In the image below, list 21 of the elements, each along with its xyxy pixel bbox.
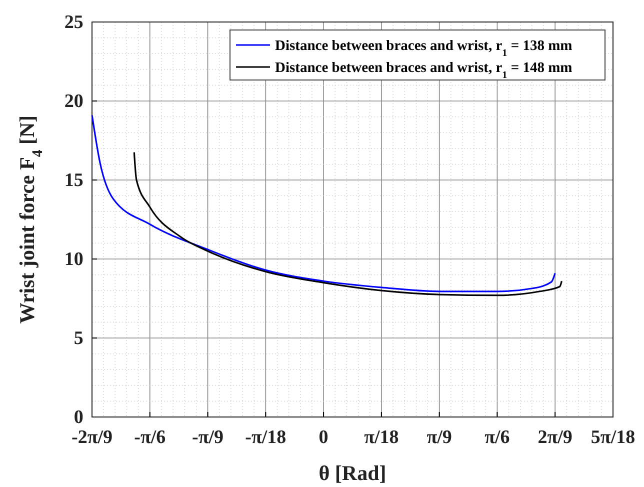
x-tick-label: π/18 xyxy=(364,426,399,448)
y-tick-label: 15 xyxy=(64,170,84,192)
legend-label: Distance between braces and wrist, r$_{1}$ = 138 mm xyxy=(275,38,572,58)
legend-label: Distance between braces and wrist, r$_{1}$ = 148 mm xyxy=(275,60,572,80)
x-tick-label: π/9 xyxy=(426,426,452,448)
y-tick-label: 0 xyxy=(74,407,84,428)
x-tick-label: -π/9 xyxy=(192,426,224,448)
y-tick-label: 10 xyxy=(64,249,84,270)
x-axis-title: θ [Rad] xyxy=(318,461,386,485)
x-tick-label: -π/18 xyxy=(245,426,286,448)
x-tick-label: -π/6 xyxy=(134,426,166,448)
x-tick-label: 2π/9 xyxy=(538,426,572,448)
y-tick-label: 20 xyxy=(64,91,84,112)
x-tick-label: 0 xyxy=(318,426,328,448)
y-tick-label: 25 xyxy=(64,12,84,34)
line-series xyxy=(91,114,556,292)
line-series xyxy=(133,152,562,296)
x-tick-label: 5π/18 xyxy=(590,426,636,448)
x-tick-label: -2π/9 xyxy=(71,426,113,448)
y-tick-label: 5 xyxy=(74,328,84,350)
x-tick-label: π/6 xyxy=(484,426,510,448)
